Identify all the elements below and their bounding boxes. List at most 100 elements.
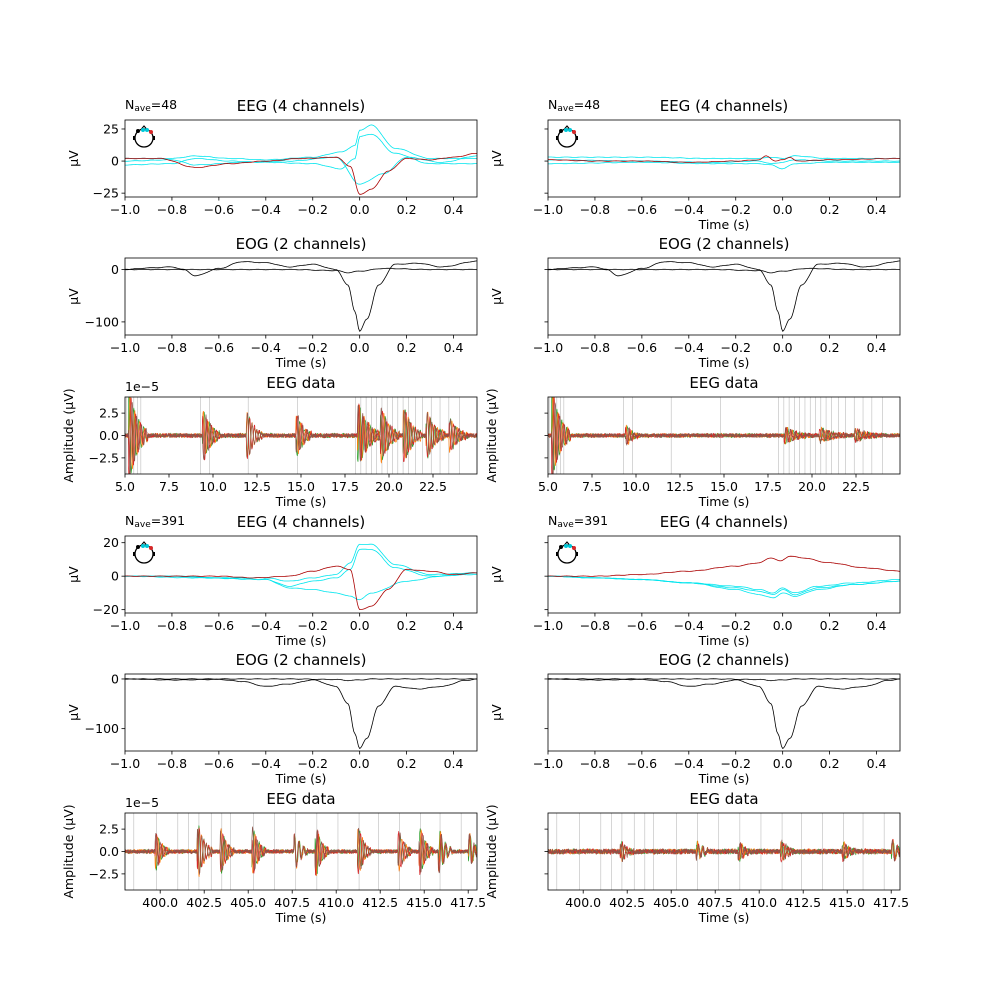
x-tick-label: −0.8 bbox=[157, 618, 187, 633]
series-line-4 bbox=[548, 555, 900, 577]
nave-label: Nave=48 bbox=[548, 97, 600, 114]
y-tick-label: −2.5 bbox=[89, 866, 119, 881]
x-tick-label: 0.4 bbox=[444, 202, 464, 217]
plot-area bbox=[125, 678, 477, 749]
x-tick-label: 0.2 bbox=[397, 618, 417, 633]
nave-subscript: ave bbox=[557, 520, 574, 530]
subplot-title: EEG data bbox=[689, 790, 758, 808]
subplot-9: −1.0 −0.8 −0.6 −0.4 −0.2 0.0 0.2 0.4 −100 0 EOG (2… bbox=[66, 651, 478, 786]
series-line-4 bbox=[548, 402, 900, 474]
series-line-4 bbox=[548, 155, 900, 163]
x-axis-label: Time (s) bbox=[275, 494, 327, 509]
x-tick-label: −0.4 bbox=[251, 202, 281, 217]
x-tick-label: 15.0 bbox=[710, 479, 738, 494]
x-tick-label: 17.5 bbox=[331, 479, 359, 494]
nave-label: Nave=391 bbox=[125, 513, 185, 530]
x-tick-label: 10.0 bbox=[622, 479, 650, 494]
x-tick-label: 10.0 bbox=[199, 479, 227, 494]
series-line-3 bbox=[548, 159, 900, 164]
x-tick-label: −0.8 bbox=[580, 202, 610, 217]
x-tick-label: 0.2 bbox=[820, 756, 840, 771]
sensor-head-icon bbox=[556, 541, 578, 564]
axes-frame bbox=[547, 119, 901, 198]
x-tick-label: 0.0 bbox=[773, 340, 793, 355]
nave-subscript: ave bbox=[134, 520, 151, 530]
nave-prefix: N bbox=[125, 513, 134, 528]
x-tick-label: −1.0 bbox=[533, 756, 563, 771]
series-line-2 bbox=[548, 155, 900, 160]
x-tick-label: 407.5 bbox=[274, 895, 310, 910]
x-tick-label: 0.4 bbox=[444, 618, 464, 633]
x-tick-label: −0.8 bbox=[580, 756, 610, 771]
x-tick-label: −0.6 bbox=[627, 618, 657, 633]
x-tick-label: −0.2 bbox=[721, 202, 751, 217]
x-tick-label: −1.0 bbox=[533, 202, 563, 217]
y-tick-label: 20 bbox=[103, 535, 119, 550]
x-tick-label: 20.0 bbox=[375, 479, 403, 494]
sensor-dot bbox=[564, 544, 568, 548]
sensor-dot bbox=[136, 545, 140, 549]
head-ear-left bbox=[133, 136, 135, 140]
x-tick-label: −0.2 bbox=[721, 756, 751, 771]
nave-subscript: ave bbox=[134, 104, 151, 114]
series-line-2 bbox=[125, 124, 477, 161]
y-axis-label: µV bbox=[489, 566, 504, 583]
y-axis-label: µV bbox=[489, 150, 504, 167]
nave-label: Nave=391 bbox=[548, 513, 608, 530]
x-tick-label: 0.4 bbox=[444, 756, 464, 771]
x-tick-label: 0.4 bbox=[867, 340, 887, 355]
x-tick-label: 402.5 bbox=[186, 895, 222, 910]
series-line-1 bbox=[125, 260, 477, 332]
x-tick-label: −0.2 bbox=[721, 618, 751, 633]
x-tick-label: −0.6 bbox=[204, 618, 234, 633]
y-tick-label: 2.5 bbox=[99, 822, 119, 837]
subplot-title: EOG (2 channels) bbox=[236, 651, 367, 669]
x-tick-label: −1.0 bbox=[533, 340, 563, 355]
x-tick-label: −0.4 bbox=[674, 340, 704, 355]
x-tick-label: 405.0 bbox=[230, 895, 266, 910]
sensor-dot bbox=[559, 129, 563, 133]
y-tick-label: 0.0 bbox=[99, 428, 119, 443]
x-tick-label: 0.4 bbox=[444, 340, 464, 355]
nave-value: =391 bbox=[574, 513, 608, 528]
axes-frame bbox=[124, 257, 478, 336]
y-axis-label: µV bbox=[66, 150, 81, 167]
axes-frame bbox=[547, 673, 901, 752]
subplot-6: 5.0 7.5 10.0 12.5 15.0 17.5 20.0 22.5 EEG data Ti… bbox=[484, 374, 901, 509]
x-axis-label: Time (s) bbox=[698, 910, 750, 925]
series-line-1 bbox=[125, 133, 477, 170]
sensor-head-icon bbox=[556, 125, 578, 148]
x-tick-label: 405.0 bbox=[653, 895, 689, 910]
x-tick-label: −0.6 bbox=[204, 340, 234, 355]
plot-area bbox=[125, 124, 477, 195]
y-tick-label: −100 bbox=[85, 314, 119, 329]
y-tick-label: 0 bbox=[111, 671, 119, 686]
x-tick-label: −0.6 bbox=[627, 202, 657, 217]
x-tick-label: −1.0 bbox=[110, 340, 140, 355]
x-tick-label: 0.2 bbox=[820, 340, 840, 355]
y-axis-label: Amplitude (µV) bbox=[484, 388, 499, 482]
x-tick-label: 12.5 bbox=[666, 479, 694, 494]
series-line-1 bbox=[548, 678, 900, 749]
x-tick-label: −0.4 bbox=[674, 756, 704, 771]
x-axis-label: Time (s) bbox=[698, 633, 750, 648]
subplot-title: EOG (2 channels) bbox=[236, 235, 367, 253]
sensor-dot bbox=[136, 129, 140, 133]
y-tick-label: 0 bbox=[111, 262, 119, 277]
y-axis-label: µV bbox=[489, 704, 504, 721]
x-axis-label: Time (s) bbox=[698, 771, 750, 786]
nave-prefix: N bbox=[125, 97, 134, 112]
subplot-3: −1.0 −0.8 −0.6 −0.4 −0.2 0.0 0.2 0.4 −100 0 EOG (2… bbox=[66, 235, 478, 370]
x-tick-label: −0.8 bbox=[157, 202, 187, 217]
series-line-2 bbox=[125, 267, 477, 274]
sensor-dot bbox=[572, 546, 576, 550]
x-tick-label: 17.5 bbox=[754, 479, 782, 494]
sensor-dot bbox=[568, 128, 572, 132]
sensor-head-icon bbox=[133, 541, 155, 564]
y-tick-label: −20 bbox=[93, 602, 119, 617]
x-axis-label: Time (s) bbox=[698, 217, 750, 232]
plot-area bbox=[125, 397, 477, 474]
x-tick-label: 0.4 bbox=[867, 756, 887, 771]
subplot-1: −1.0 −0.8 −0.6 −0.4 −0.2 0.0 0.2 0.4 −25 0 25 EEG (… bbox=[66, 97, 478, 217]
subplot-title: EEG data bbox=[266, 374, 335, 392]
